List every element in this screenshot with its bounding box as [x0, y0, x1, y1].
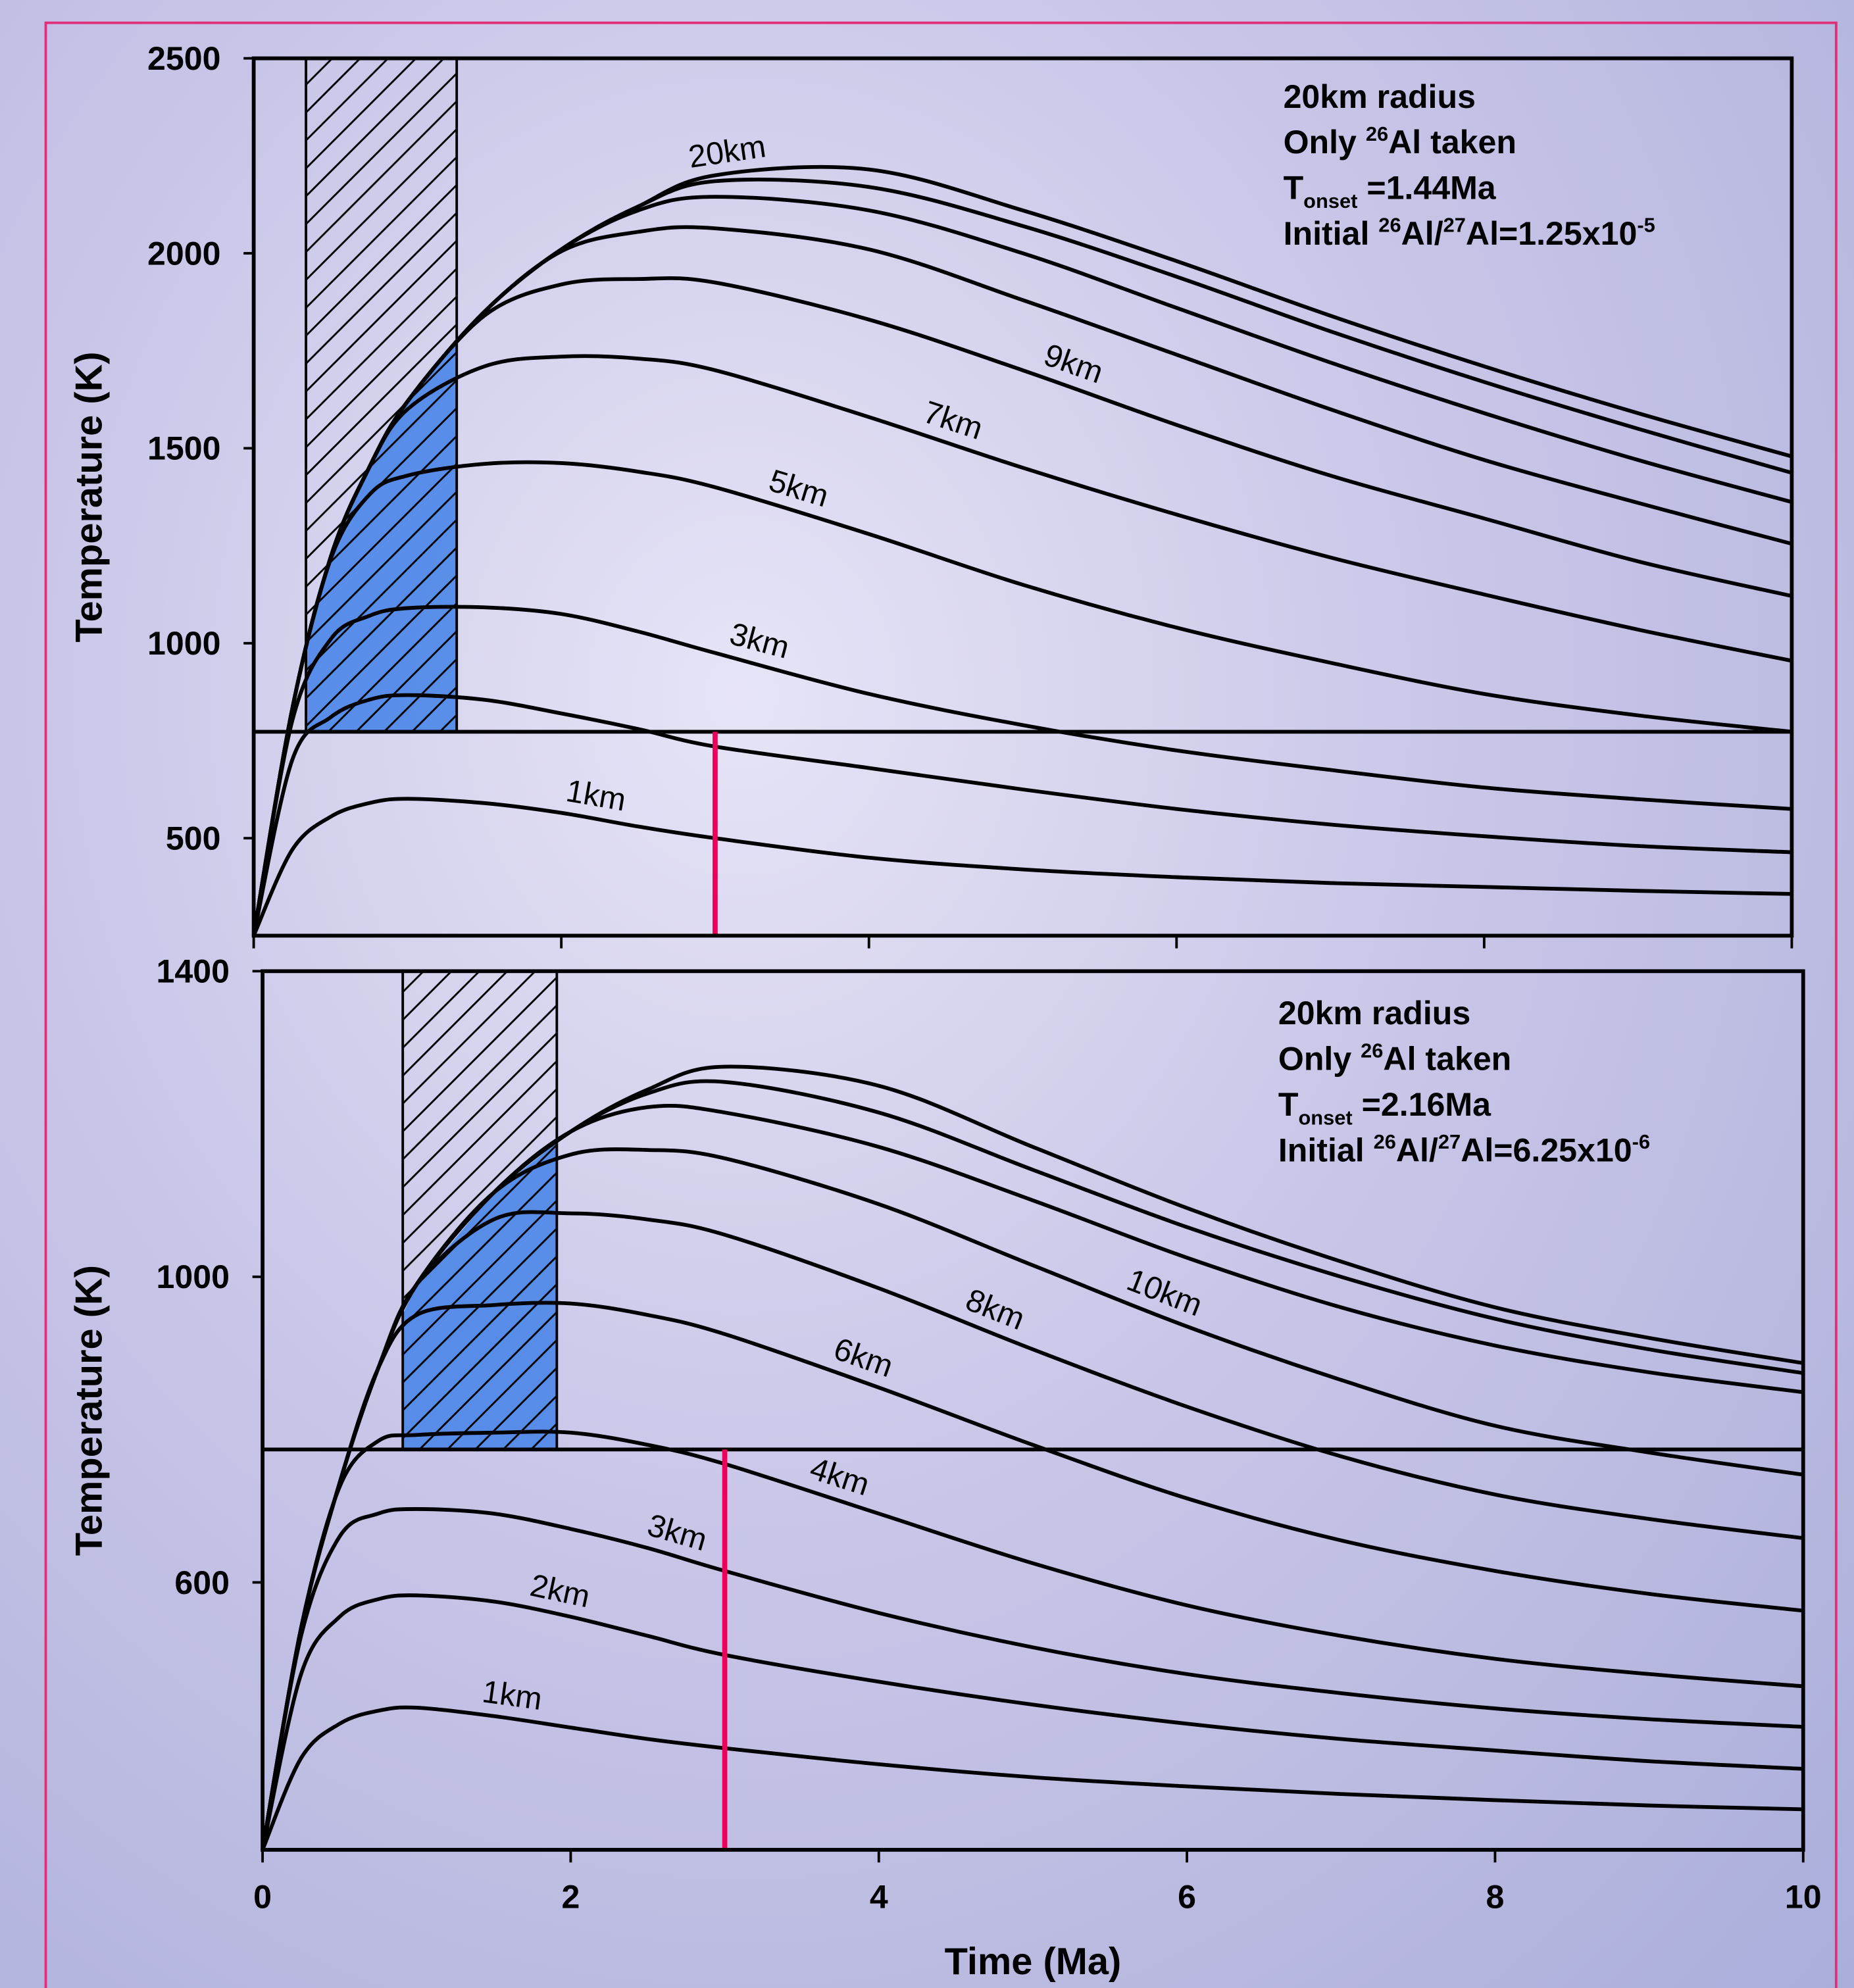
y-tick-label: 1000 — [147, 625, 220, 662]
series-line — [251, 178, 1793, 936]
series-line — [261, 1429, 1803, 1851]
shaded-range — [305, 57, 459, 733]
y-tick-label: 600 — [174, 1564, 230, 1601]
annotation-part: =2.16Ma — [1353, 1086, 1491, 1123]
plot: 1km3km5km7km9km20km5001000150020002500Te… — [68, 40, 1794, 949]
curve-label: 20km — [686, 128, 768, 175]
annotation-part: Initial — [1284, 215, 1379, 252]
x-tick-label: 0 — [253, 1879, 272, 1916]
y-axis-title: Temperature (K) — [68, 351, 110, 642]
curve-label: 10km — [1122, 1262, 1207, 1323]
series-line — [251, 225, 1793, 936]
curve-label: 1km — [480, 1674, 544, 1717]
page-border — [44, 21, 1838, 1988]
series-line — [251, 354, 1792, 936]
x-tick-label: 8 — [1486, 1879, 1504, 1916]
annotation-part: onset — [1303, 189, 1357, 212]
annotation-part: 27 — [1443, 214, 1466, 237]
annotation: Only 26Al taken — [1284, 122, 1516, 161]
annotation-part: 27 — [1438, 1130, 1461, 1153]
y-tick-label: 500 — [166, 820, 221, 857]
y-tick-label: 1500 — [147, 430, 220, 467]
annotation-part: T — [1278, 1086, 1299, 1123]
annotation-part: 26 — [1361, 1039, 1383, 1062]
series-line — [261, 1064, 1804, 1851]
x-tick-label: 4 — [870, 1879, 888, 1916]
annotation-part: =1.44Ma — [1357, 170, 1496, 207]
y-tick-label: 1400 — [157, 953, 230, 990]
series-line — [251, 195, 1793, 936]
annotation-part: Al=6.25x10 — [1461, 1131, 1632, 1168]
series-line — [261, 1593, 1803, 1851]
annotation: Tonset =1.44Ma — [1284, 170, 1497, 212]
series-line — [251, 797, 1792, 937]
annotation: Only 26Al taken — [1278, 1039, 1511, 1077]
curve-label: 8km — [961, 1282, 1030, 1337]
annotation: Initial 26Al/27Al=6.25x10-6 — [1278, 1130, 1650, 1168]
curve-label: 9km — [1040, 337, 1108, 390]
annotation-part: 20km radius — [1278, 995, 1470, 1031]
plot-frame — [261, 969, 1805, 1852]
annotation-part: T — [1284, 170, 1304, 207]
y-axis-title: Temperature (K) — [68, 1265, 110, 1556]
annotation-part: -6 — [1632, 1130, 1650, 1153]
annotation-part: -5 — [1637, 214, 1655, 237]
annotation: 20km radius — [1278, 995, 1470, 1031]
annotation-part: Al/ — [1401, 215, 1443, 252]
curve-label: 1km — [563, 773, 628, 818]
series-line — [261, 1705, 1803, 1851]
annotation-part: 20km radius — [1284, 78, 1476, 115]
x-tick-label: 2 — [561, 1879, 580, 1916]
x-tick-label: 6 — [1178, 1879, 1196, 1916]
series-line — [261, 1507, 1803, 1851]
annotation-part: Only — [1284, 124, 1366, 161]
annotation: Tonset =2.16Ma — [1278, 1086, 1491, 1129]
curve-label: 6km — [829, 1331, 897, 1384]
annotation-part: 26 — [1378, 214, 1401, 237]
annotation-part: 26 — [1366, 122, 1388, 145]
annotation-part: Initial — [1278, 1131, 1374, 1168]
series-line — [251, 164, 1793, 936]
y-tick-label: 2000 — [147, 235, 220, 272]
plot-frame — [251, 56, 1794, 938]
x-tick-label: 10 — [1785, 1879, 1822, 1916]
annotation-part: onset — [1298, 1106, 1352, 1130]
series-line — [251, 605, 1792, 936]
series-line — [251, 693, 1792, 936]
annotation: Initial 26Al/27Al=1.25x10-5 — [1284, 214, 1655, 252]
annotation-part: Al=1.25x10 — [1466, 215, 1637, 252]
annotation-part: Al taken — [1388, 124, 1516, 161]
annotation-part: Al/ — [1396, 1131, 1438, 1168]
annotation: 20km radius — [1284, 78, 1476, 115]
annotation-part: 26 — [1374, 1130, 1396, 1153]
y-tick-label: 1000 — [157, 1258, 230, 1295]
annotation-part: Al taken — [1383, 1041, 1511, 1078]
y-tick-label: 2500 — [147, 40, 220, 77]
annotation-part: Only — [1278, 1041, 1361, 1078]
x-axis-title: Time (Ma) — [945, 1941, 1122, 1983]
